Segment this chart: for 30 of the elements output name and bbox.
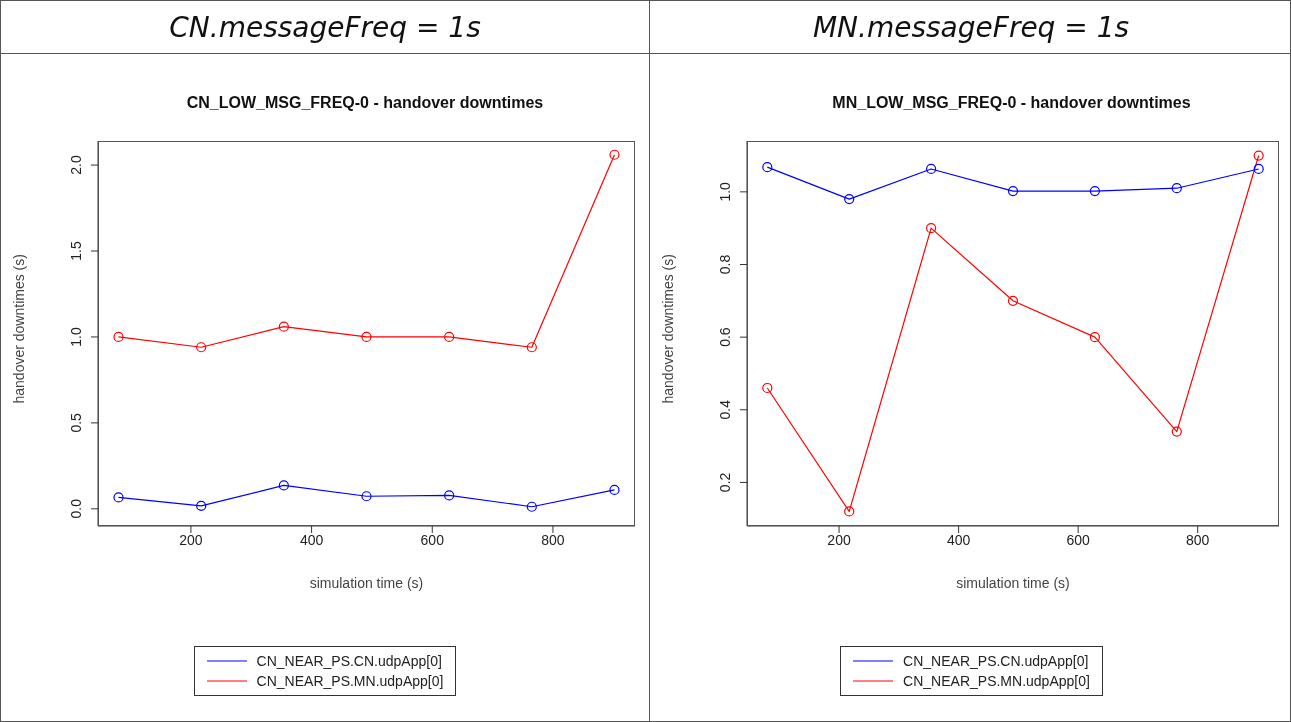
x-tick-label: 600	[1066, 531, 1091, 548]
legend-label: CN_NEAR_PS.CN.udpApp[0]	[903, 653, 1089, 669]
y-tick-label: 0.8	[717, 254, 733, 275]
y-tick-label: 0.0	[68, 498, 84, 519]
legend-label: CN_NEAR_PS.CN.udpApp[0]	[256, 653, 442, 669]
x-tick-label: 400	[946, 531, 971, 548]
y-axis-title: handover downtimes (s)	[10, 254, 27, 404]
y-tick-label: 0.5	[68, 412, 84, 433]
x-axis-title: simulation time (s)	[956, 575, 1070, 591]
x-tick-label: 600	[420, 531, 445, 548]
x-axis-title: simulation time (s)	[309, 575, 424, 591]
y-tick-label: 0.4	[717, 399, 733, 420]
y-axis-title: handover downtimes (s)	[659, 254, 676, 404]
x-tick-label: 200	[827, 531, 851, 548]
chart-title: CN_LOW_MSG_FREQ-0 - handover downtimes	[186, 94, 544, 111]
legend-label: CN_NEAR_PS.MN.udpApp[0]	[256, 673, 444, 689]
y-tick-label: 1.0	[717, 181, 733, 202]
text: CN.messageFreq = 1s	[169, 10, 481, 44]
legend-label: CN_NEAR_PS.MN.udpApp[0]	[903, 673, 1090, 689]
y-tick-label: 1.5	[68, 241, 84, 261]
x-tick-label: 800	[541, 531, 565, 548]
y-tick-label: 2.0	[68, 155, 84, 175]
y-tick-label: 0.2	[717, 472, 733, 493]
y-tick-label: 0.6	[717, 327, 733, 347]
x-tick-label: 400	[299, 531, 324, 548]
y-tick-label: 1.0	[68, 327, 84, 347]
text: MN.messageFreq = 1s	[812, 10, 1130, 44]
x-tick-label: 800	[1186, 531, 1210, 548]
x-tick-label: 200	[179, 531, 203, 548]
chart-title: MN_LOW_MSG_FREQ-0 - handover downtimes	[832, 94, 1191, 111]
